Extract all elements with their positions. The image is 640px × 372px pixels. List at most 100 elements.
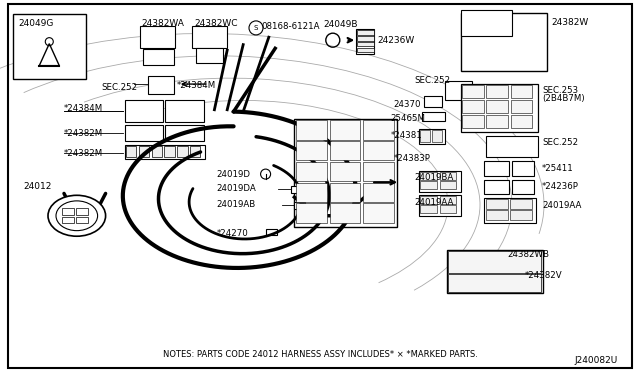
Bar bbox=[363, 141, 394, 160]
Text: 24019AA: 24019AA bbox=[415, 198, 454, 207]
Bar bbox=[445, 81, 472, 100]
Text: 24382WB: 24382WB bbox=[508, 250, 550, 259]
Text: 24019DA: 24019DA bbox=[216, 184, 256, 193]
Text: (2B4B7M): (2B4B7M) bbox=[542, 94, 585, 103]
Ellipse shape bbox=[56, 201, 98, 231]
Text: NOTES: PARTS CODE 24012 HARNESS ASSY INCLUDES* × *MARKED PARTS.: NOTES: PARTS CODE 24012 HARNESS ASSY INC… bbox=[163, 350, 477, 359]
Text: 24012: 24012 bbox=[23, 182, 51, 191]
Bar bbox=[486, 100, 508, 113]
Text: *24381: *24381 bbox=[390, 131, 422, 140]
Bar bbox=[140, 26, 175, 48]
Bar bbox=[486, 136, 538, 157]
Text: J240082U: J240082U bbox=[574, 356, 618, 365]
Text: SEC.252: SEC.252 bbox=[542, 138, 578, 147]
Text: 24236W: 24236W bbox=[378, 36, 415, 45]
Bar bbox=[139, 146, 149, 157]
Bar bbox=[356, 29, 374, 54]
Bar bbox=[125, 100, 163, 122]
Bar bbox=[294, 202, 305, 209]
Text: *24382M: *24382M bbox=[64, 129, 103, 138]
Bar bbox=[440, 196, 456, 204]
Bar bbox=[419, 195, 461, 216]
Bar bbox=[512, 161, 534, 176]
Bar bbox=[363, 120, 394, 140]
Text: *24383P: *24383P bbox=[394, 154, 431, 163]
Text: *25411: *25411 bbox=[542, 164, 574, 173]
Bar bbox=[486, 85, 508, 98]
Bar bbox=[62, 217, 74, 223]
Text: *24270: *24270 bbox=[216, 229, 248, 238]
Bar bbox=[62, 208, 74, 215]
Bar bbox=[510, 210, 532, 220]
Bar bbox=[330, 162, 360, 181]
Bar bbox=[486, 210, 508, 220]
Bar bbox=[13, 14, 86, 79]
Bar bbox=[125, 145, 205, 159]
Bar bbox=[422, 112, 445, 121]
Text: 24019BA: 24019BA bbox=[415, 173, 454, 182]
Text: 08168-6121A: 08168-6121A bbox=[261, 22, 319, 31]
Bar bbox=[177, 146, 188, 157]
Bar bbox=[484, 161, 509, 176]
Bar bbox=[512, 180, 534, 194]
Bar bbox=[461, 10, 512, 36]
Bar bbox=[126, 146, 136, 157]
Bar bbox=[357, 36, 374, 41]
Text: 25465M: 25465M bbox=[390, 114, 426, 123]
Text: 24019AA: 24019AA bbox=[542, 201, 582, 210]
Bar bbox=[440, 181, 456, 189]
Bar bbox=[448, 251, 541, 273]
Bar bbox=[296, 162, 327, 181]
Bar bbox=[165, 125, 204, 141]
Bar bbox=[125, 125, 163, 141]
Bar bbox=[165, 100, 204, 122]
Bar bbox=[330, 141, 360, 160]
Bar bbox=[462, 115, 484, 128]
Text: *24382V: *24382V bbox=[525, 271, 563, 280]
Bar bbox=[330, 183, 360, 202]
Bar bbox=[432, 130, 442, 142]
Bar bbox=[196, 48, 223, 63]
Bar bbox=[420, 196, 437, 204]
Bar bbox=[192, 26, 227, 48]
Bar bbox=[148, 76, 174, 94]
Bar bbox=[462, 100, 484, 113]
Bar bbox=[190, 146, 200, 157]
Bar bbox=[330, 203, 360, 223]
Text: SEC.252: SEC.252 bbox=[101, 83, 137, 92]
Bar bbox=[296, 141, 327, 160]
Bar bbox=[420, 130, 430, 142]
Bar bbox=[419, 129, 445, 144]
Text: 24382WC: 24382WC bbox=[195, 19, 238, 28]
Bar bbox=[266, 229, 277, 235]
Bar bbox=[486, 199, 508, 209]
Bar bbox=[363, 203, 394, 223]
Text: *24384M: *24384M bbox=[64, 104, 103, 113]
Bar bbox=[330, 120, 360, 140]
Bar bbox=[294, 119, 397, 227]
Bar bbox=[461, 84, 538, 132]
Bar bbox=[420, 205, 437, 213]
Bar bbox=[484, 198, 536, 223]
Bar bbox=[462, 85, 484, 98]
Bar bbox=[461, 13, 547, 71]
Bar bbox=[357, 30, 374, 35]
Bar bbox=[363, 183, 394, 202]
Bar bbox=[76, 217, 88, 223]
Bar bbox=[420, 181, 437, 189]
Text: 24382WA: 24382WA bbox=[142, 19, 184, 28]
Text: 24382W: 24382W bbox=[552, 18, 589, 27]
Bar bbox=[296, 203, 327, 223]
Text: SEC.253: SEC.253 bbox=[542, 86, 578, 95]
Text: S: S bbox=[254, 25, 258, 31]
Bar bbox=[448, 274, 541, 292]
Bar bbox=[363, 162, 394, 181]
Bar bbox=[296, 120, 327, 140]
Bar bbox=[510, 199, 532, 209]
Ellipse shape bbox=[48, 195, 106, 236]
Bar bbox=[357, 42, 374, 46]
Text: 24370: 24370 bbox=[394, 100, 421, 109]
Bar bbox=[420, 172, 437, 180]
Bar bbox=[511, 100, 532, 113]
Bar bbox=[511, 85, 532, 98]
